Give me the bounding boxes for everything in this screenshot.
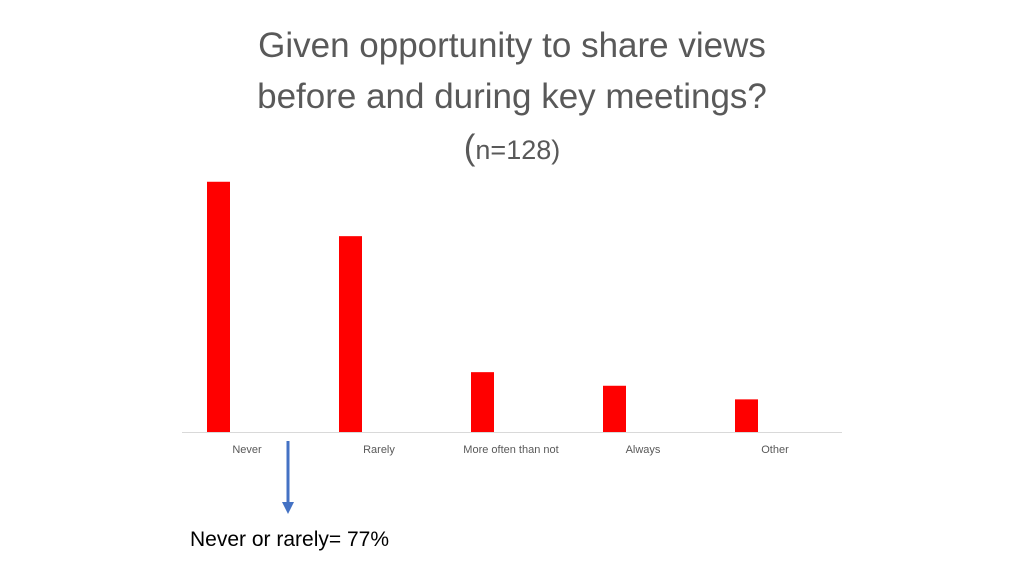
x-tick-label: Rarely — [363, 444, 395, 456]
chart-title-sample-size: n=128) — [475, 135, 561, 165]
x-tick-label: Always — [626, 444, 661, 456]
x-tick-label: Never — [232, 444, 262, 456]
bar-always — [603, 385, 626, 432]
never-or-rarely-annotation: Never or rarely= 77% — [190, 528, 389, 551]
annotation-arrow-head — [282, 502, 294, 514]
bars-group — [207, 181, 758, 432]
bar-other — [735, 399, 758, 432]
bar-rarely — [339, 236, 362, 432]
x-tick-label: Other — [761, 444, 789, 456]
chart-title: Given opportunity to share views before … — [212, 20, 812, 176]
bar-never — [207, 181, 230, 432]
x-tick-labels: Never Rarely More often than not Always Othe… — [232, 444, 789, 456]
chart-title-main: Given opportunity to share views before … — [257, 26, 767, 167]
bar-more-often-than-not — [471, 372, 494, 432]
x-tick-label: More often than not — [463, 444, 558, 456]
